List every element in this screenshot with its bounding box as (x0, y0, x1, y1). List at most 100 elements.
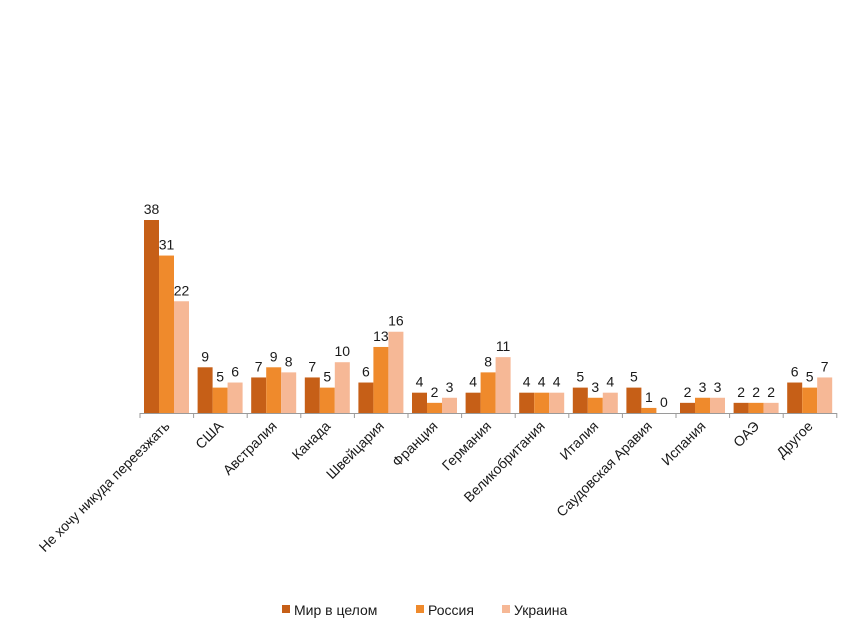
bar-12-series-1 (733, 402, 749, 413)
bar-9-series-1 (572, 387, 588, 413)
value-label-2-series-3: 6 (231, 364, 239, 380)
value-label-2-series-1: 9 (201, 348, 209, 364)
bar-7-series-1 (465, 392, 481, 413)
value-label-6-series-2: 2 (431, 384, 439, 400)
bar-10-series-2 (641, 407, 657, 413)
bar-7-series-3 (495, 357, 511, 413)
category-label-11: Испания (658, 418, 709, 469)
bar-2-series-1 (197, 367, 213, 413)
bar-1-series-3 (174, 301, 189, 413)
value-label-8-series-3: 4 (553, 374, 561, 390)
value-label-12-series-1: 2 (737, 384, 745, 400)
value-label-9-series-1: 5 (576, 369, 584, 385)
bar-4-series-3 (334, 362, 350, 413)
bar-11-series-1 (680, 402, 695, 413)
value-label-12-series-2: 2 (752, 384, 760, 400)
value-label-6-series-3: 3 (446, 379, 454, 395)
category-label-12: ОАЭ (730, 418, 762, 450)
bar-11-series-3 (710, 397, 725, 413)
value-label-7-series-3: 11 (496, 338, 511, 354)
value-label-5-series-2: 13 (373, 328, 389, 344)
value-label-8-series-2: 4 (538, 374, 546, 390)
value-label-4-series-3: 10 (335, 343, 351, 359)
category-label-4: Канада (289, 418, 334, 463)
bar-3-series-3 (281, 372, 297, 413)
bar-5-series-3 (388, 331, 404, 413)
bar-6-series-3 (442, 397, 457, 413)
bar-7-series-2 (480, 372, 496, 413)
value-label-10-series-1: 5 (630, 369, 638, 385)
value-label-13-series-2: 5 (806, 369, 814, 385)
bar-9-series-3 (602, 392, 618, 413)
bar-12-series-3 (763, 402, 779, 413)
bar-5-series-2 (373, 346, 389, 413)
value-label-11-series-2: 3 (699, 379, 707, 395)
value-label-7-series-1: 4 (469, 374, 477, 390)
value-label-2-series-2: 5 (216, 369, 224, 385)
bar-2-series-2 (212, 387, 228, 413)
category-label-10: Саудовская Аравия (553, 418, 655, 520)
bars-layer (144, 220, 833, 413)
value-label-9-series-2: 3 (591, 379, 599, 395)
value-label-5-series-3: 16 (388, 313, 404, 329)
category-label-13: Другое (773, 418, 816, 461)
category-label-3: Австралия (220, 418, 280, 478)
category-label-1: Не хочу никуда переезжать (36, 418, 173, 555)
legend-swatch-1 (282, 605, 290, 613)
bar-4-series-2 (319, 387, 335, 413)
value-label-4-series-2: 5 (323, 369, 331, 385)
value-label-5-series-1: 6 (362, 364, 370, 380)
bar-8-series-2 (534, 392, 550, 413)
category-label-5: Швейцария (323, 418, 387, 482)
value-label-3-series-1: 7 (255, 358, 263, 374)
value-label-3-series-2: 9 (270, 348, 278, 364)
legend-label-1: Мир в целом (294, 602, 377, 618)
value-label-10-series-2: 1 (645, 389, 653, 405)
bar-5-series-1 (358, 382, 374, 413)
bar-1-series-1 (144, 220, 159, 413)
bar-10-series-1 (626, 387, 642, 413)
bar-11-series-2 (695, 397, 710, 413)
value-label-13-series-3: 7 (821, 358, 829, 374)
bar-13-series-2 (802, 387, 818, 413)
value-label-3-series-3: 8 (285, 353, 293, 369)
value-label-13-series-1: 6 (791, 364, 799, 380)
value-label-8-series-1: 4 (523, 374, 531, 390)
legend-label-2: Россия (428, 602, 474, 618)
value-label-4-series-1: 7 (308, 358, 316, 374)
category-label-7: Германия (439, 418, 495, 474)
value-label-1-series-2: 31 (159, 237, 175, 253)
x-axis-ticks (139, 413, 838, 418)
category-label-2: США (192, 417, 227, 452)
value-label-9-series-3: 4 (606, 374, 614, 390)
value-label-10-series-3: 0 (660, 394, 668, 410)
bar-3-series-1 (251, 377, 267, 413)
bar-6-series-1 (412, 392, 427, 413)
value-label-7-series-2: 8 (484, 353, 492, 369)
legend-label-3: Украина (514, 602, 568, 618)
bar-1-series-2 (159, 255, 174, 413)
category-label-9: Италия (556, 418, 601, 463)
bar-13-series-1 (787, 382, 803, 413)
value-label-6-series-1: 4 (416, 374, 424, 390)
category-label-6: Франция (389, 418, 441, 470)
bar-12-series-2 (748, 402, 764, 413)
legend-swatch-3 (502, 605, 510, 613)
bar-6-series-2 (427, 402, 442, 413)
bar-3-series-2 (266, 367, 282, 413)
legend: Мир в целом Россия Украина (282, 602, 568, 618)
value-label-1-series-3: 22 (174, 282, 190, 298)
value-label-12-series-3: 2 (767, 384, 775, 400)
bar-13-series-3 (817, 377, 833, 413)
legend-swatch-2 (416, 605, 424, 613)
value-label-1-series-1: 38 (144, 201, 160, 217)
bar-2-series-3 (227, 382, 243, 413)
bar-8-series-3 (549, 392, 565, 413)
bar-8-series-1 (519, 392, 535, 413)
bar-9-series-2 (587, 397, 603, 413)
value-label-11-series-1: 2 (684, 384, 692, 400)
value-label-11-series-3: 3 (714, 379, 722, 395)
